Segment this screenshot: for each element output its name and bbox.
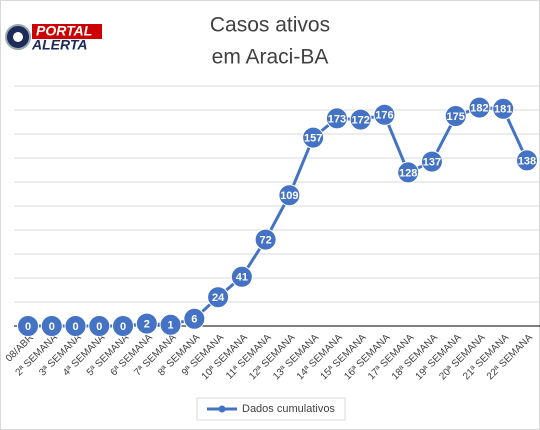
data-label: 2 — [144, 319, 150, 331]
data-label: 128 — [399, 167, 417, 179]
data-label: 175 — [447, 111, 465, 123]
data-point — [444, 105, 467, 127]
data-label: 0 — [72, 321, 78, 333]
data-label: 181 — [494, 104, 512, 116]
data-label: 173 — [328, 113, 346, 125]
data-point — [302, 126, 325, 149]
data-point — [88, 315, 111, 337]
logo-text: ALERTA — [31, 37, 87, 53]
data-label: 6 — [191, 314, 197, 326]
data-point — [516, 149, 538, 172]
data-point — [230, 265, 253, 288]
data-point — [349, 108, 372, 131]
logo: PORTAL ALERTA — [5, 23, 102, 53]
data-label: 0 — [25, 321, 31, 333]
data-point — [40, 315, 63, 337]
legend-box — [196, 397, 346, 421]
data-point — [492, 97, 515, 120]
data-label: 109 — [280, 190, 298, 202]
data-point — [278, 184, 301, 207]
data-point — [254, 228, 277, 251]
data-label: 182 — [470, 103, 488, 115]
data-label: 172 — [351, 115, 369, 127]
data-point — [397, 161, 420, 184]
data-point — [373, 103, 396, 126]
data-label: 176 — [375, 110, 393, 122]
data-label: 138 — [518, 155, 536, 167]
data-label: 137 — [423, 157, 441, 169]
data-label: 72 — [259, 235, 271, 247]
data-point — [325, 107, 348, 130]
logo-text: PORTAL — [36, 23, 92, 39]
data-point — [159, 313, 182, 336]
chart-title: em Araci-BA — [212, 46, 329, 69]
data-point — [135, 312, 158, 335]
data-label: 157 — [304, 133, 322, 145]
legend-label: Dados cumulativos — [242, 403, 335, 415]
data-point — [64, 315, 87, 337]
logo-bar — [32, 24, 102, 39]
data-label: 24 — [212, 292, 225, 304]
data-point — [183, 307, 206, 330]
data-point — [17, 315, 39, 337]
data-point — [420, 150, 443, 173]
data-point — [468, 96, 491, 119]
data-label: 0 — [49, 321, 55, 333]
data-label: 0 — [96, 321, 102, 333]
chart-title: Casos ativos — [210, 14, 330, 37]
legend-marker — [218, 405, 226, 413]
data-label: 41 — [236, 272, 248, 284]
data-label: 0 — [120, 321, 126, 333]
data-point — [112, 315, 135, 337]
data-line — [28, 106, 529, 328]
logo-eye — [13, 32, 23, 42]
data-label: 1 — [168, 320, 174, 332]
data-point — [207, 286, 230, 309]
